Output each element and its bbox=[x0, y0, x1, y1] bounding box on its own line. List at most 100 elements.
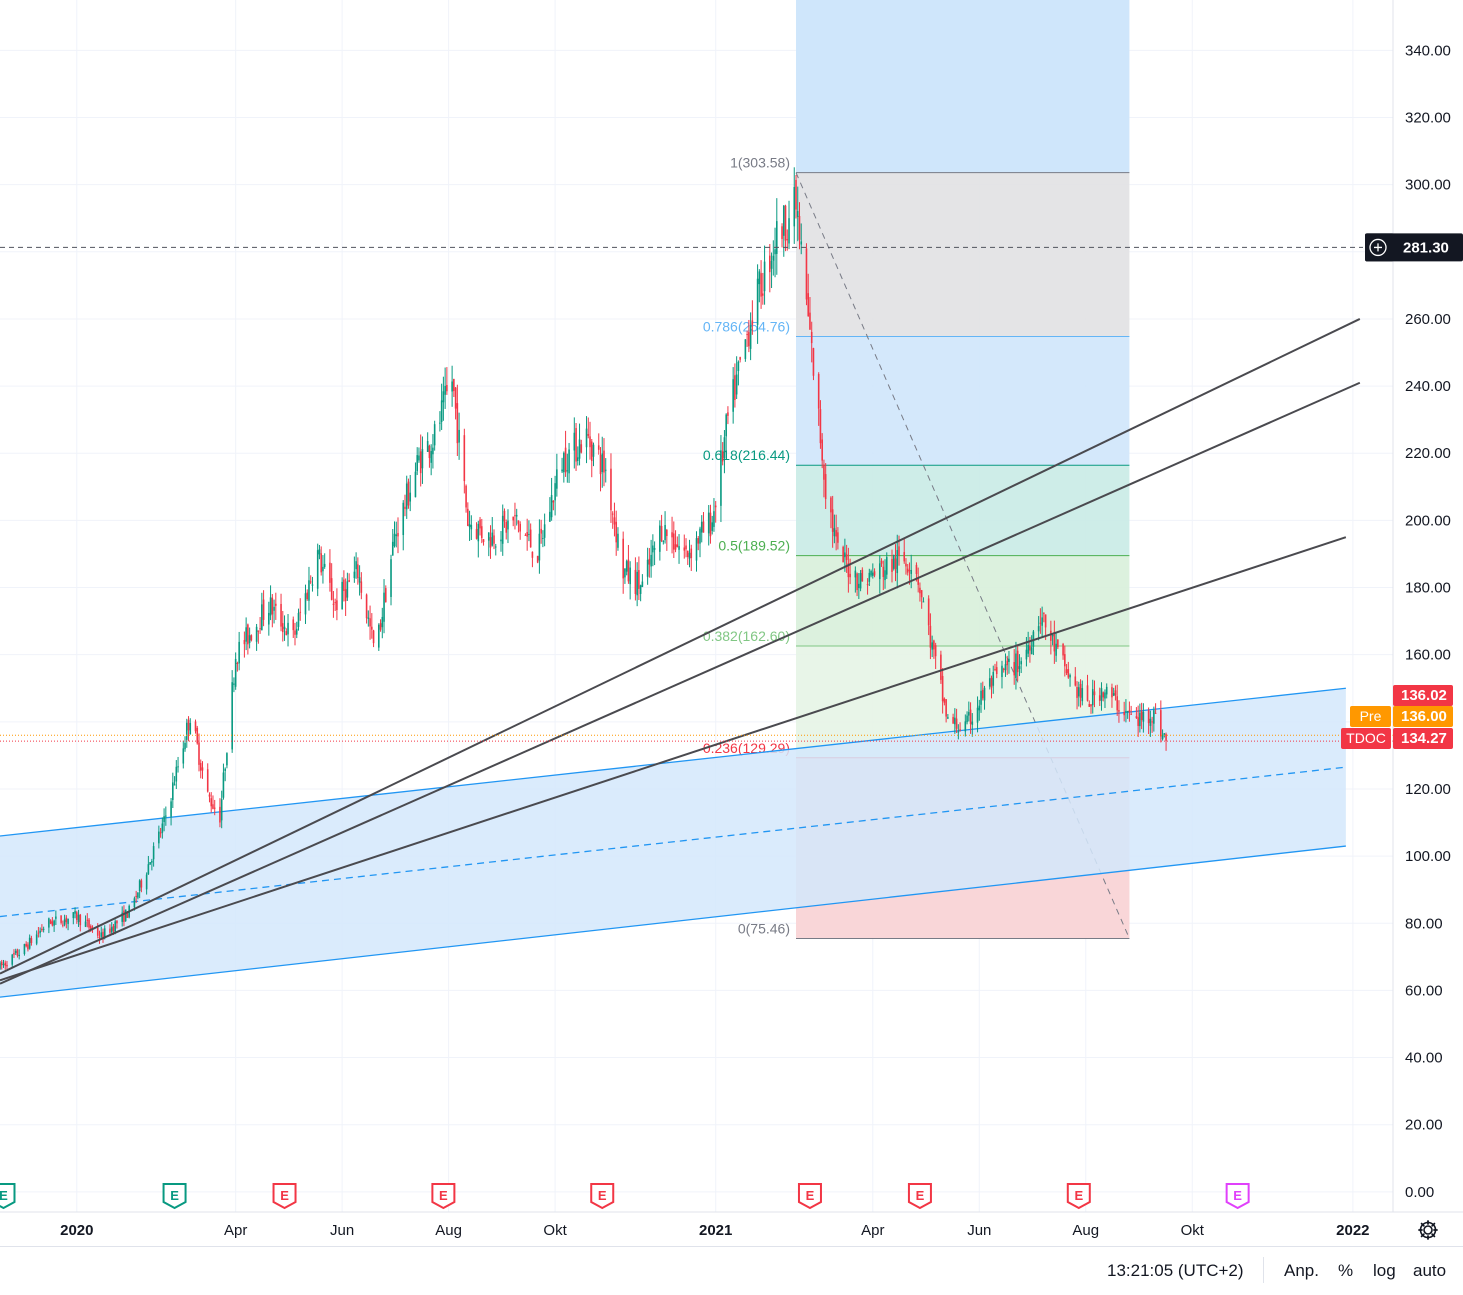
earnings-marker[interactable] bbox=[431, 1183, 456, 1210]
candle-body bbox=[1086, 685, 1089, 701]
price-axis[interactable]: 0.0020.0040.0060.0080.00100.00120.00140.… bbox=[1365, 0, 1463, 1212]
gear-icon[interactable] bbox=[1414, 1216, 1442, 1244]
horizontal-line[interactable] bbox=[0, 233, 1463, 742]
log-toggle[interactable]: log bbox=[1373, 1261, 1396, 1280]
trend-line[interactable] bbox=[0, 536, 1347, 982]
candle-body bbox=[988, 678, 991, 687]
candle-body bbox=[137, 892, 139, 898]
candle-body bbox=[861, 569, 864, 582]
candle-body bbox=[1091, 689, 1094, 706]
candle-body bbox=[316, 550, 319, 589]
earnings-marker[interactable] bbox=[907, 1183, 932, 1210]
candle-body bbox=[199, 763, 202, 771]
earnings-marker[interactable] bbox=[0, 1183, 16, 1210]
candle-body bbox=[1041, 617, 1043, 626]
candle-body bbox=[170, 801, 172, 817]
candle-body bbox=[934, 645, 937, 657]
candle-body bbox=[177, 766, 179, 768]
candle-body bbox=[568, 449, 570, 474]
earnings-marker[interactable] bbox=[1225, 1183, 1250, 1210]
candle-body bbox=[711, 522, 714, 531]
candle-body bbox=[1050, 630, 1052, 641]
candle-body bbox=[576, 457, 579, 462]
time-tick-label: Apr bbox=[861, 1222, 884, 1239]
candle-body bbox=[968, 712, 970, 716]
trend-lines[interactable] bbox=[0, 318, 1361, 985]
candle-body bbox=[306, 592, 309, 600]
candle-body bbox=[1018, 666, 1021, 669]
candle-body bbox=[664, 525, 666, 541]
candle-body bbox=[695, 538, 698, 561]
trend-line[interactable] bbox=[0, 318, 1361, 975]
candle-body bbox=[1090, 704, 1092, 707]
candle-body bbox=[465, 485, 467, 508]
candle-body bbox=[112, 926, 115, 932]
earnings-marker-label: E bbox=[0, 1188, 8, 1203]
candle-body bbox=[842, 546, 844, 563]
channel-upper-line[interactable] bbox=[0, 687, 1346, 837]
time-axis[interactable]: 2020 Apr Jun Aug Okt 2021 Apr Jun Aug Okt 2022 bbox=[0, 1211, 1463, 1239]
trend-line[interactable] bbox=[0, 381, 1361, 985]
candle-body bbox=[494, 546, 497, 548]
candle-body bbox=[737, 361, 740, 372]
candle-body bbox=[384, 588, 387, 603]
earnings-marker[interactable] bbox=[797, 1183, 822, 1210]
candle-body bbox=[578, 439, 581, 459]
candle-body bbox=[940, 654, 942, 680]
candle-body bbox=[983, 687, 986, 701]
candle-body bbox=[749, 325, 752, 349]
earnings-marker[interactable] bbox=[272, 1183, 297, 1210]
candle-body bbox=[835, 530, 837, 537]
candle-body bbox=[189, 722, 192, 735]
candle-body bbox=[233, 683, 235, 685]
fib-level-label: 0.5(189.52) bbox=[718, 538, 790, 554]
candle-body bbox=[308, 580, 310, 601]
candle-body bbox=[371, 626, 373, 630]
price-tick-label: 100.00 bbox=[1405, 848, 1451, 865]
candle-body bbox=[432, 447, 434, 455]
candle-body bbox=[849, 573, 851, 578]
clock-timezone[interactable]: 13:21:05 (UTC+2) bbox=[1107, 1261, 1244, 1280]
candle-body bbox=[1140, 711, 1143, 721]
candle-body bbox=[269, 597, 272, 616]
candle-body bbox=[294, 630, 296, 635]
earnings-marker[interactable] bbox=[1066, 1183, 1091, 1210]
candle-body bbox=[1147, 710, 1150, 724]
candle-body bbox=[505, 522, 508, 533]
parallel-channel[interactable] bbox=[0, 687, 1346, 998]
candle-body bbox=[634, 569, 637, 594]
earnings-marker[interactable] bbox=[590, 1183, 615, 1210]
candle-body bbox=[648, 558, 651, 565]
candle-body bbox=[332, 603, 335, 605]
candle-body bbox=[198, 742, 200, 765]
plus-circle-icon[interactable] bbox=[1369, 238, 1387, 257]
fib-level-label: 0.786(254.76) bbox=[703, 319, 790, 335]
candle-body bbox=[213, 807, 216, 809]
candle-body bbox=[884, 570, 886, 581]
candle-body bbox=[346, 581, 349, 598]
candle-body bbox=[60, 915, 62, 923]
candle-body bbox=[690, 548, 693, 558]
candle-body bbox=[964, 721, 967, 732]
percent-toggle[interactable]: % bbox=[1338, 1261, 1354, 1280]
earnings-marker[interactable] bbox=[162, 1183, 187, 1210]
candle-body bbox=[121, 912, 123, 922]
candle-body bbox=[707, 512, 710, 534]
candle-body bbox=[390, 559, 392, 597]
candle-body bbox=[919, 587, 921, 594]
price-chart[interactable]: 1(303.58) 0.786(254.76) 0.618(216.44) 0.5(1… bbox=[0, 0, 1463, 1246]
candle-body bbox=[751, 320, 754, 325]
candle-body bbox=[566, 470, 569, 472]
channel-lower-line[interactable] bbox=[0, 845, 1346, 998]
candle-body bbox=[62, 924, 64, 926]
candle-body bbox=[140, 880, 143, 888]
candle-body bbox=[13, 952, 15, 955]
adjust-toggle[interactable]: Anp. bbox=[1284, 1261, 1319, 1280]
auto-toggle[interactable]: auto bbox=[1413, 1261, 1447, 1280]
candle-body bbox=[11, 954, 14, 965]
price-tag-value-box bbox=[1393, 706, 1453, 727]
candle-body bbox=[161, 823, 164, 833]
channel-mid-line[interactable] bbox=[0, 766, 1346, 918]
candle-body bbox=[910, 569, 913, 574]
